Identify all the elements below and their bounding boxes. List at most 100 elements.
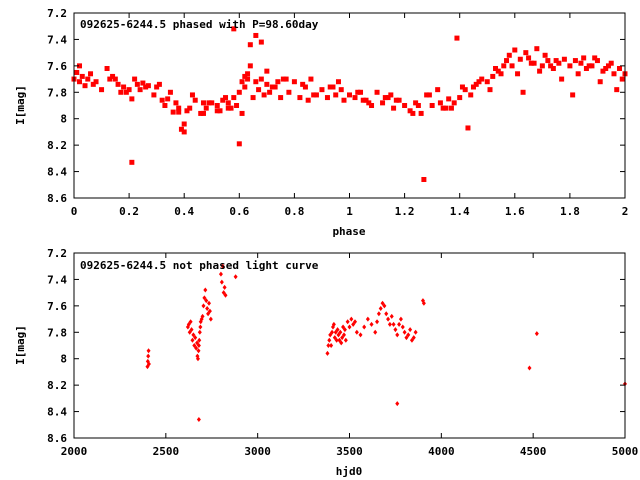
phased-data-point [504,58,510,64]
unphased-data-point [197,329,202,335]
phased-data-point [603,66,609,71]
phased-y-tick-label: 8.2 [47,139,67,152]
phased-data-point [107,76,113,82]
unphased-data-point [408,327,413,333]
phased-data-point [539,63,545,69]
phased-data-point [421,177,427,182]
phased-data-point [327,84,333,90]
phased-x-tick-label: 1.4 [450,205,470,218]
phased-data-point [542,52,548,58]
unphased-data-point [384,311,389,317]
phased-data-point [440,105,446,111]
phased-data-point [360,97,366,103]
unphased-data-point [206,300,211,306]
unphased-data-point [411,335,416,341]
unphased-data-point [369,321,374,327]
unphased-data-point [222,284,227,290]
unphased-data-point [527,365,532,371]
phased-data-point [99,87,105,93]
phased-data-point [178,126,184,132]
phased-data-point [586,63,592,69]
unphased-data-point [398,316,403,322]
phased-data-point [366,100,372,106]
phased-data-point [616,66,622,71]
phased-data-point [214,103,220,108]
phased-data-point [393,97,399,103]
phased-data-point [247,42,253,48]
phased-data-point [509,63,515,69]
unphased-data-point [205,306,210,311]
phased-data-point [140,80,146,86]
phased-y-tick-label: 7.4 [47,33,67,46]
unphased-data-point [406,332,411,338]
phased-data-point [300,81,306,87]
unphased-data-point [397,321,402,327]
unphased-data-point [391,321,396,327]
phased-data-point [581,55,587,61]
unphased-data-point [220,263,225,269]
unphased-data-point [189,327,194,333]
unphased-data-point [326,343,331,348]
unphased-data-point [413,329,418,335]
phased-data-point [203,105,209,111]
phased-data-point [176,109,182,115]
unphased-data-point [393,327,398,333]
phased-x-axis-label: phase [332,225,365,238]
unphased-y-tick-label: 7.2 [47,247,67,260]
unphased-data-point [329,343,334,348]
unphased-x-tick-label: 3000 [244,445,271,458]
phased-data-point [269,84,275,90]
phased-data-point [369,103,375,108]
phased-data-point [526,55,532,61]
phased-data-point [335,79,341,85]
phased-data-point [583,66,589,71]
unphased-data-point [338,329,343,335]
phased-data-point [228,105,234,111]
phased-data-point [341,97,347,103]
phased-data-point [181,129,187,135]
phased-data-point [619,76,625,82]
phased-data-point [286,89,292,95]
unphased-data-point [421,300,426,306]
unphased-data-point [353,319,358,325]
phased-x-tick-label: 0.4 [174,205,194,218]
phased-data-point [600,68,606,74]
phased-data-point [548,63,554,69]
phased-data-point [209,100,215,106]
unphased-data-point [389,313,394,319]
unphased-data-point [193,335,198,341]
phased-data-point [534,46,540,52]
unphased-data-point [195,356,200,362]
phased-data-point [454,35,460,41]
phased-data-point [297,95,303,101]
phased-data-point [126,87,132,93]
phased-data-point [253,79,259,85]
unphased-data-point [365,316,370,322]
phased-data-point [537,68,543,74]
phased-data-point [333,92,339,98]
phased-data-point [487,87,493,93]
phased-data-point [267,89,273,95]
phased-data-point [506,52,512,58]
phased-data-point [407,108,413,114]
unphased-data-point [395,401,400,407]
phased-data-point [473,81,479,87]
phased-data-point [192,97,198,103]
unphased-data-point [197,337,202,343]
unphased-y-axis-label: I[mag] [14,325,27,365]
phased-data-point [77,63,83,69]
unphased-data-point [325,350,330,356]
phased-data-point [231,26,237,32]
phased-data-point [132,76,138,82]
unphased-data-point [400,324,405,330]
phased-data-point [143,84,149,90]
unphased-data-point [218,271,223,277]
unphased-data-point [190,337,195,343]
phased-data-point [231,95,237,101]
phased-data-point [338,87,344,93]
phased-data-point [173,100,179,106]
phased-data-point [236,141,242,147]
phased-data-point [374,89,380,95]
